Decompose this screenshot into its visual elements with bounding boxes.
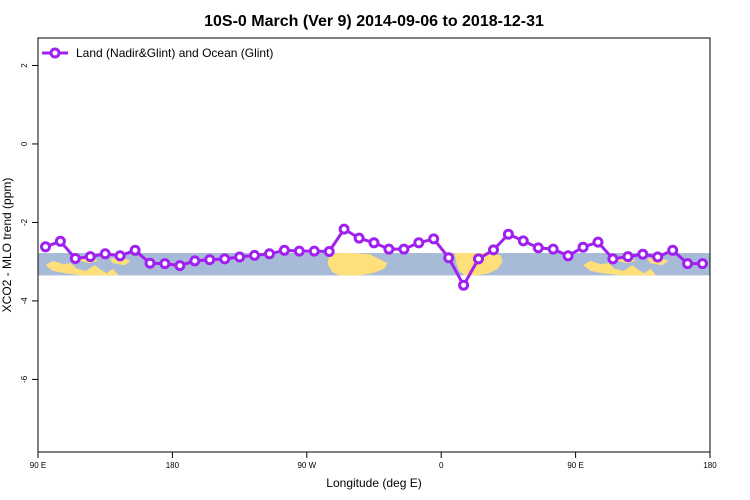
data-point xyxy=(69,253,81,264)
land-mass xyxy=(327,253,388,276)
data-point xyxy=(607,253,619,265)
series-group xyxy=(40,223,708,291)
y-axis: 2 0 -2 -4 -6 xyxy=(20,63,38,383)
x-tick-label: 90 W xyxy=(297,461,316,470)
y-tick-label: 0 xyxy=(20,141,29,146)
data-point xyxy=(667,244,679,256)
data-point xyxy=(204,254,216,266)
data-point xyxy=(338,223,350,235)
x-axis-label: Longitude (deg E) xyxy=(326,476,421,490)
data-point xyxy=(189,255,201,267)
data-point xyxy=(428,233,440,245)
data-point xyxy=(383,243,395,255)
x-tick-label: 180 xyxy=(703,461,717,470)
data-point xyxy=(443,252,455,264)
data-point xyxy=(682,258,694,270)
data-point xyxy=(622,251,634,263)
y-tick-label: 2 xyxy=(20,63,29,68)
data-point xyxy=(159,258,171,270)
data-point xyxy=(697,258,708,270)
data-point xyxy=(592,236,604,248)
x-tick-label: 0 xyxy=(439,461,444,470)
data-point xyxy=(84,251,96,263)
land-mass xyxy=(109,257,131,266)
data-point xyxy=(308,245,320,257)
data-point xyxy=(562,250,574,262)
x-tick-label: 90 E xyxy=(30,461,46,470)
data-point xyxy=(129,244,141,256)
data-point xyxy=(323,246,335,257)
data-point xyxy=(234,251,246,263)
legend: Land (Nadir&Glint) and Ocean (Glint) xyxy=(42,46,273,60)
plot-frame xyxy=(37,37,711,453)
data-point xyxy=(502,228,514,240)
data-point xyxy=(398,243,410,255)
chart-title: 10S-0 March (Ver 9) 2014-09-06 to 2018-1… xyxy=(204,13,544,30)
data-point xyxy=(293,245,305,257)
y-tick-label: -2 xyxy=(20,218,29,226)
data-point xyxy=(517,235,529,247)
data-point xyxy=(532,242,544,254)
data-point xyxy=(264,248,275,260)
data-point xyxy=(368,237,380,249)
data-point xyxy=(488,244,499,256)
x-axis: 90 E 180 90 W 0 90 E 180 xyxy=(30,452,717,470)
y-tick-label: -6 xyxy=(20,375,29,383)
legend-marker xyxy=(49,47,61,59)
x-tick-label: 180 xyxy=(166,461,180,470)
data-point xyxy=(547,243,559,255)
data-point xyxy=(473,253,484,265)
data-point xyxy=(413,237,425,249)
data-point xyxy=(577,241,589,253)
y-axis-label: XCO2 - MLO trend (ppm) xyxy=(0,178,14,313)
data-point xyxy=(278,244,290,256)
data-point xyxy=(114,250,126,262)
data-point xyxy=(652,251,664,263)
data-point xyxy=(249,249,260,261)
data-point xyxy=(54,235,66,247)
y-tick-label: -4 xyxy=(20,297,29,305)
legend-label: Land (Nadir&Glint) and Ocean (Glint) xyxy=(76,46,273,60)
data-point xyxy=(174,260,186,272)
data-point xyxy=(144,257,156,269)
land-mass xyxy=(583,260,657,276)
data-point xyxy=(219,253,231,265)
x-tick-label: 90 E xyxy=(567,461,583,470)
data-point xyxy=(353,232,365,244)
land-mass xyxy=(45,260,119,276)
data-point xyxy=(40,241,51,253)
data-point xyxy=(99,248,111,260)
data-point xyxy=(458,279,470,291)
data-point xyxy=(637,248,649,260)
